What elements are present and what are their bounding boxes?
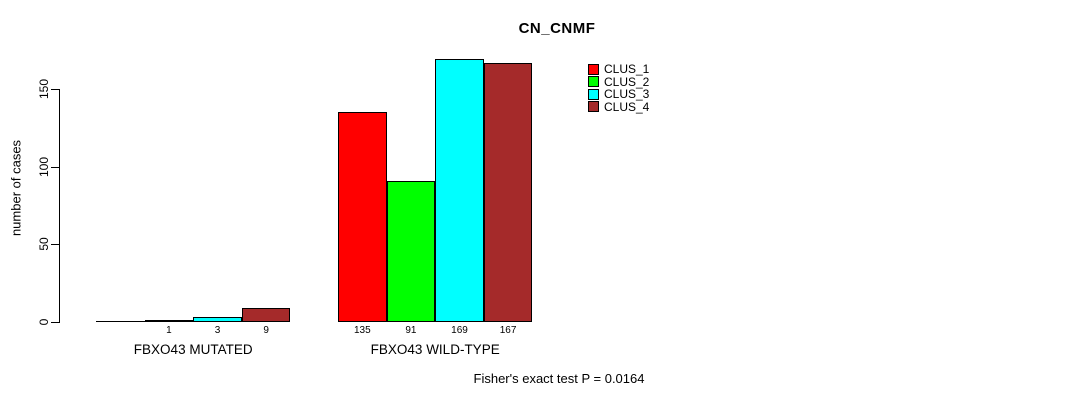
legend-item: CLUS_4 bbox=[588, 99, 650, 114]
y-tick-mark bbox=[51, 167, 59, 168]
annotation-text: Fisher's exact test P = 0.0164 bbox=[473, 371, 645, 386]
y-tick-mark bbox=[51, 322, 59, 323]
y-tick-mark bbox=[51, 244, 59, 245]
y-tick-label: 150 bbox=[37, 78, 51, 100]
y-axis-line bbox=[59, 89, 60, 323]
bar-value-label: 167 bbox=[499, 325, 517, 336]
bar bbox=[435, 59, 484, 322]
legend-item: CLUS_1 bbox=[588, 62, 650, 77]
legend-color-swatch bbox=[588, 88, 599, 100]
bar bbox=[145, 320, 193, 322]
bar-value-label: 3 bbox=[214, 325, 221, 336]
bar-value-label: 9 bbox=[263, 325, 269, 336]
category-label: FBXO43 MUTATED bbox=[133, 342, 253, 357]
bar-value-label: 1 bbox=[166, 325, 172, 336]
y-tick-label: 100 bbox=[37, 156, 51, 178]
legend-item-label: CLUS_4 bbox=[604, 99, 650, 114]
chart-title: CN_CNMF bbox=[518, 20, 596, 37]
bar-value-label: 169 bbox=[451, 325, 468, 336]
legend-item-label: CLUS_1 bbox=[604, 62, 650, 77]
bar bbox=[484, 63, 532, 322]
legend-item: CLUS_3 bbox=[588, 87, 650, 102]
y-tick-mark bbox=[51, 89, 59, 90]
bar bbox=[242, 308, 290, 322]
legend-color-swatch bbox=[588, 101, 599, 113]
bar bbox=[96, 321, 145, 322]
legend-color-swatch bbox=[588, 63, 599, 75]
y-axis-label: number of cases bbox=[8, 139, 24, 237]
legend-item-label: CLUS_3 bbox=[604, 87, 650, 102]
category-label: FBXO43 WILD-TYPE bbox=[370, 342, 500, 357]
y-tick-label: 0 bbox=[37, 318, 51, 326]
bar-value-label: 135 bbox=[353, 325, 371, 336]
legend: CLUS_1 CLUS_2 CLUS_3 CLUS_4 bbox=[588, 62, 650, 114]
bar-value-label: 91 bbox=[405, 325, 417, 336]
legend-item: CLUS_2 bbox=[588, 74, 650, 89]
bar bbox=[193, 317, 242, 322]
bar bbox=[338, 112, 387, 322]
legend-color-swatch bbox=[588, 76, 599, 88]
bar bbox=[387, 181, 435, 322]
legend-item-label: CLUS_2 bbox=[604, 74, 650, 89]
y-tick-label: 50 bbox=[37, 237, 51, 251]
